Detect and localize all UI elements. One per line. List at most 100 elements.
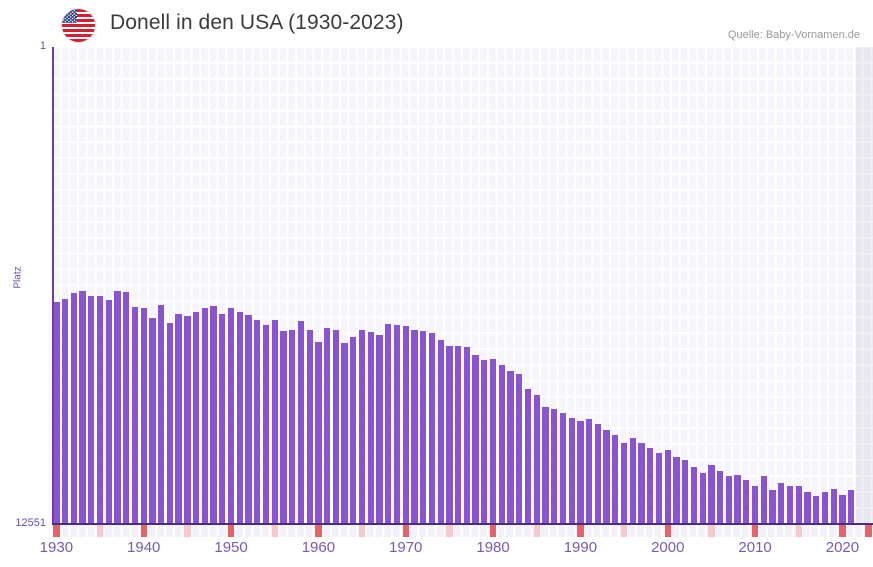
bar (341, 342, 348, 524)
bar (542, 406, 549, 524)
bar (184, 316, 191, 524)
y-axis-tick-top: 1 (39, 40, 46, 52)
bar (673, 457, 680, 524)
bar (472, 355, 479, 524)
y-axis-tick-bottom: 12551 (15, 517, 46, 529)
bar (315, 341, 322, 524)
source-attribution: Quelle: Baby-Vornamen.de (727, 29, 860, 41)
bar (664, 449, 671, 524)
usa-flag-icon (62, 9, 95, 42)
bar (603, 430, 610, 524)
x-axis-tick-label: 1940 (127, 539, 161, 556)
bar (289, 329, 296, 524)
x-axis-tick-mark (140, 525, 147, 537)
bar (821, 492, 829, 524)
x-axis-tick-label: 1970 (389, 539, 423, 556)
bar (332, 330, 339, 524)
bar (690, 466, 698, 524)
x-axis-tick-mark (402, 525, 409, 537)
bar (725, 476, 733, 524)
x-axis-tick-mark (53, 525, 60, 537)
bar (786, 485, 794, 524)
bar (524, 389, 532, 524)
bar (463, 346, 470, 524)
bar (140, 307, 147, 524)
bar (166, 323, 174, 524)
bar (769, 489, 776, 524)
x-axis-tick-mark (489, 525, 497, 537)
bar (367, 331, 374, 524)
bar (192, 311, 200, 524)
x-axis-tick-strip (52, 525, 873, 537)
chart-header: Donell in den USA (1930-2023) Quelle: Ba… (0, 0, 873, 47)
bar (778, 482, 785, 524)
bar (70, 292, 77, 524)
bar (123, 291, 130, 524)
bar (175, 313, 182, 524)
bar (323, 327, 331, 524)
bar (559, 412, 567, 524)
bar (481, 360, 488, 524)
bar (358, 329, 366, 524)
bar (96, 295, 104, 524)
x-axis-tick-label: 1980 (476, 539, 510, 556)
bar (577, 421, 584, 524)
page-title: Donell in den USA (1930-2023) (110, 11, 404, 34)
bar (393, 325, 401, 524)
bar (446, 345, 453, 524)
bar (88, 296, 95, 524)
bar (385, 323, 392, 524)
bar (734, 474, 741, 524)
bar (647, 447, 654, 524)
bar (420, 331, 427, 524)
bar (61, 298, 69, 524)
bar (53, 301, 60, 524)
bar (830, 488, 837, 524)
bar (507, 370, 514, 524)
x-axis-tick-mark (795, 525, 802, 537)
bar (201, 308, 208, 524)
bar (280, 331, 287, 524)
bar (402, 325, 409, 524)
x-axis-tick-mark (271, 525, 278, 537)
x-axis-tick-label: 1930 (39, 539, 74, 556)
bar (437, 339, 444, 524)
bar (594, 424, 601, 524)
x-axis-tick-mark (577, 525, 584, 537)
x-axis-tick-mark (751, 525, 759, 537)
bar (682, 460, 689, 524)
bar (262, 324, 270, 524)
bar (254, 319, 261, 524)
bar (489, 359, 497, 524)
x-axis-tick-label: 1950 (214, 539, 248, 556)
bar (813, 496, 820, 524)
x-axis-line (52, 523, 873, 525)
bar (612, 434, 619, 524)
y-axis-line (52, 47, 54, 524)
x-axis-tick-mark (664, 525, 671, 537)
bar (131, 306, 139, 524)
x-axis-tick-mark (533, 525, 540, 537)
x-axis-tick-mark (708, 525, 715, 537)
bar (210, 305, 217, 524)
bar (699, 472, 706, 524)
bar (236, 311, 243, 524)
bar (219, 313, 226, 524)
bar (376, 335, 383, 524)
bar (306, 329, 313, 524)
x-axis-tick-mark (358, 525, 366, 537)
x-axis-tick-mark (227, 525, 235, 537)
x-axis-tick-mark (96, 525, 104, 537)
x-axis-tick-mark (315, 525, 322, 537)
x-axis-tick-label: 2000 (651, 539, 685, 556)
bar (585, 418, 593, 524)
x-axis-tick-label: 2010 (738, 539, 772, 556)
bar (804, 491, 811, 524)
bar (533, 395, 540, 524)
x-axis-tick-mark (865, 525, 872, 537)
bar (743, 479, 750, 524)
bar (760, 476, 767, 524)
bar (848, 489, 855, 524)
x-axis-tick-mark (184, 525, 191, 537)
